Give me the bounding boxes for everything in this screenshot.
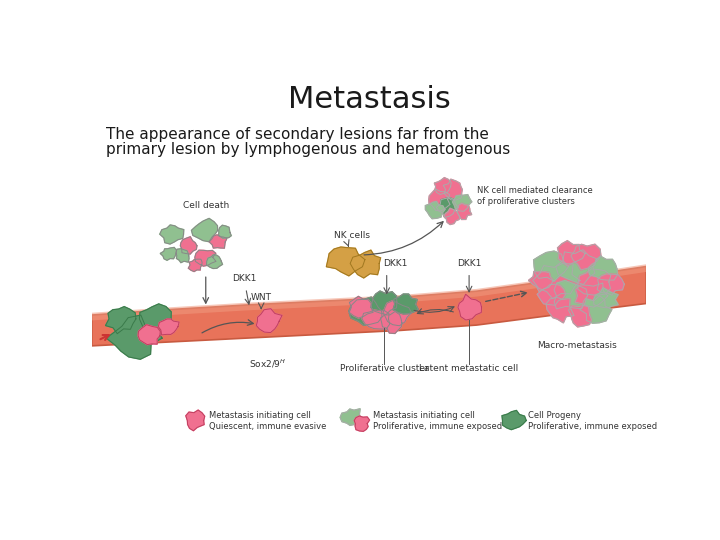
- Text: Proliferative, immune exposed: Proliferative, immune exposed: [373, 422, 502, 431]
- Polygon shape: [588, 256, 618, 280]
- Polygon shape: [160, 225, 184, 244]
- Polygon shape: [326, 247, 365, 276]
- Polygon shape: [597, 274, 624, 295]
- Polygon shape: [92, 264, 647, 320]
- Polygon shape: [176, 249, 189, 262]
- Text: Sox2/9$^{H}$: Sox2/9$^{H}$: [249, 357, 286, 370]
- Polygon shape: [457, 204, 472, 219]
- Polygon shape: [502, 410, 526, 430]
- Polygon shape: [348, 297, 382, 326]
- Polygon shape: [556, 249, 598, 285]
- Polygon shape: [436, 198, 459, 218]
- Text: DKK1: DKK1: [232, 274, 256, 284]
- Text: NK cells: NK cells: [334, 231, 370, 240]
- Polygon shape: [92, 267, 647, 346]
- Polygon shape: [444, 208, 459, 225]
- Polygon shape: [158, 319, 179, 335]
- Polygon shape: [354, 416, 369, 431]
- Text: Metastasis initiating cell: Metastasis initiating cell: [373, 411, 474, 421]
- Polygon shape: [429, 189, 450, 211]
- Polygon shape: [546, 298, 574, 323]
- Text: of proliferative clusters: of proliferative clusters: [477, 197, 575, 206]
- Text: The appearance of secondary lesions far from the: The appearance of secondary lesions far …: [106, 126, 489, 141]
- Polygon shape: [575, 283, 608, 307]
- Text: Cell Progeny: Cell Progeny: [528, 411, 580, 421]
- Polygon shape: [350, 250, 381, 278]
- Text: WNT: WNT: [251, 293, 271, 302]
- Polygon shape: [218, 225, 231, 238]
- Polygon shape: [533, 264, 580, 299]
- Polygon shape: [557, 241, 585, 266]
- Polygon shape: [340, 409, 361, 427]
- Polygon shape: [207, 255, 222, 268]
- Polygon shape: [528, 271, 553, 292]
- Text: Macro-metastasis: Macro-metastasis: [537, 341, 617, 350]
- Polygon shape: [554, 280, 588, 309]
- Polygon shape: [380, 312, 402, 334]
- Polygon shape: [434, 178, 451, 194]
- Polygon shape: [571, 244, 601, 270]
- Text: Proliferative cluster: Proliferative cluster: [340, 364, 429, 374]
- Text: NK cell mediated clearance: NK cell mediated clearance: [477, 186, 593, 195]
- Polygon shape: [580, 296, 612, 323]
- Polygon shape: [349, 296, 373, 318]
- Polygon shape: [192, 218, 217, 242]
- Polygon shape: [458, 294, 482, 320]
- Text: Metastasis initiating cell: Metastasis initiating cell: [209, 411, 311, 421]
- Polygon shape: [383, 301, 412, 326]
- Polygon shape: [371, 291, 397, 315]
- Polygon shape: [189, 259, 202, 272]
- Polygon shape: [161, 247, 176, 260]
- Polygon shape: [444, 179, 462, 200]
- Text: Cell death: Cell death: [183, 201, 229, 210]
- Polygon shape: [537, 284, 565, 305]
- Text: primary lesion by lymphogenous and hematogenous: primary lesion by lymphogenous and hemat…: [106, 142, 510, 157]
- Polygon shape: [106, 307, 136, 334]
- Polygon shape: [362, 310, 390, 329]
- Polygon shape: [426, 201, 445, 219]
- Polygon shape: [138, 325, 161, 345]
- Text: Quiescent, immune evasive: Quiescent, immune evasive: [209, 422, 326, 431]
- Polygon shape: [393, 294, 418, 314]
- Text: DKK1: DKK1: [457, 259, 481, 268]
- Polygon shape: [107, 315, 162, 359]
- Polygon shape: [181, 237, 197, 254]
- Polygon shape: [452, 194, 472, 211]
- Polygon shape: [577, 269, 611, 295]
- Polygon shape: [210, 235, 227, 248]
- Text: DKK1: DKK1: [383, 259, 408, 268]
- Polygon shape: [256, 309, 282, 333]
- Polygon shape: [195, 250, 216, 266]
- Text: Metastasis: Metastasis: [287, 85, 451, 114]
- Text: Latent metastatic cell: Latent metastatic cell: [420, 364, 518, 374]
- Polygon shape: [569, 306, 592, 327]
- Polygon shape: [593, 288, 618, 308]
- Polygon shape: [140, 304, 171, 335]
- Polygon shape: [534, 251, 569, 281]
- Text: Proliferative, immune exposed: Proliferative, immune exposed: [528, 422, 657, 431]
- Polygon shape: [186, 410, 204, 431]
